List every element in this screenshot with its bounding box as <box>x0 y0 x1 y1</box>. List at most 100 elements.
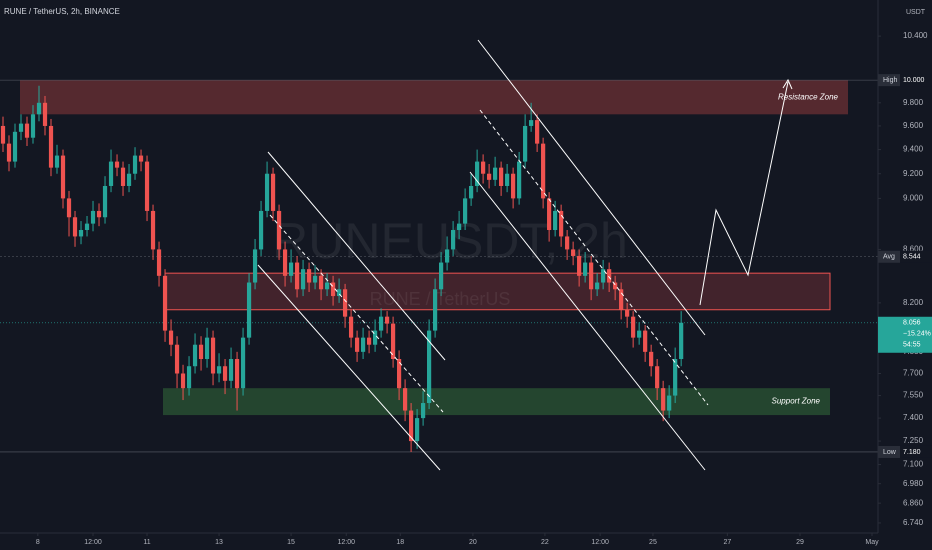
watermark-sub: RUNE / TetherUS <box>370 289 511 309</box>
candle-body <box>667 395 672 411</box>
zone <box>163 388 830 416</box>
chart-title: RUNE / TetherUS, 2h, BINANCE <box>4 7 120 16</box>
zone <box>164 272 831 311</box>
candle-body <box>649 351 654 367</box>
candle-body <box>120 167 126 186</box>
x-tick-label: 27 <box>723 539 731 546</box>
y-tick-label: 7.100 <box>903 460 924 469</box>
candle-body <box>408 410 414 442</box>
x-tick-label: 15 <box>287 539 295 546</box>
candle-body <box>258 210 264 250</box>
candle-body <box>186 366 192 389</box>
x-tick-label: 11 <box>143 539 150 546</box>
candle-body <box>547 198 552 231</box>
y-tick-label: 9.400 <box>903 145 924 154</box>
candle-body <box>300 269 306 290</box>
candle-body <box>90 210 96 224</box>
candle-body <box>192 344 198 367</box>
level-name-box <box>878 74 900 87</box>
levels <box>0 79 878 453</box>
candle-body <box>517 161 522 199</box>
candle-body <box>318 275 324 290</box>
channel-mid <box>479 109 709 406</box>
candle-body <box>619 289 624 310</box>
candle-body <box>168 330 174 345</box>
candle-body <box>499 167 504 186</box>
zones: Resistance Zone Support Zone <box>20 80 848 416</box>
x-tick-label: 13 <box>215 539 223 546</box>
y-tick-label: 8.200 <box>903 298 924 307</box>
candle-body <box>577 255 582 276</box>
candle-body <box>60 155 66 199</box>
y-tick-label: 10.400 <box>903 31 928 40</box>
candle-body <box>469 185 474 199</box>
candle-body <box>420 403 426 419</box>
level-value: 7.180 <box>903 449 921 456</box>
candle-body <box>336 289 342 297</box>
candle-body <box>493 167 498 180</box>
candle-body <box>553 210 558 231</box>
channel-mid <box>269 214 444 413</box>
candle-body <box>366 337 372 345</box>
candle-body <box>288 262 294 276</box>
x-tick-label: 22 <box>541 539 549 546</box>
y-tick-label: 7.250 <box>903 436 924 445</box>
level-name-box <box>878 445 900 458</box>
axes: 10.400 9.800 9.600 9.400 9.200 9.000 8.600 8.20… <box>36 31 932 546</box>
y-tick-label: 7.700 <box>903 369 924 378</box>
candle-body <box>270 173 276 211</box>
candle-body <box>631 316 636 338</box>
candle-body <box>0 125 6 144</box>
candle-body <box>402 388 408 411</box>
candle-body <box>276 210 282 250</box>
candle-body <box>174 344 180 374</box>
channel-line <box>257 264 441 471</box>
level-value: 10.000 <box>903 77 925 84</box>
y-tick-label: 6.860 <box>903 498 924 507</box>
candle-body <box>481 161 486 174</box>
candle-body <box>451 230 456 250</box>
last-change: −15.24% <box>903 331 931 338</box>
candle-body <box>96 210 102 218</box>
y-tick-label: 9.800 <box>903 98 924 107</box>
candle-body <box>132 155 138 174</box>
candle-body <box>30 114 36 138</box>
candle-body <box>625 309 630 317</box>
candle-body <box>523 125 528 162</box>
candle-body <box>463 198 468 224</box>
candle-body <box>54 155 60 168</box>
channel-line <box>267 151 446 361</box>
candle-body <box>390 323 396 360</box>
y-tick-label: 8.600 <box>903 245 924 254</box>
candle-body <box>439 262 444 290</box>
candle-body <box>84 223 90 231</box>
candle-body <box>565 236 570 250</box>
candle-body <box>48 125 54 168</box>
candle-body <box>324 282 330 290</box>
level-value: 8.544 <box>903 254 921 261</box>
candle-body <box>246 282 252 338</box>
candle-body <box>210 337 216 374</box>
candle-body <box>348 316 354 338</box>
y-tick-label: 7.400 <box>903 413 924 422</box>
candle-body <box>234 359 240 389</box>
x-tick-label: 12:00 <box>338 539 356 546</box>
candle-body <box>426 330 432 404</box>
candle-body <box>571 249 576 256</box>
zone <box>20 80 848 115</box>
candle-body <box>198 344 204 360</box>
candle-body <box>432 289 438 331</box>
candle-body <box>12 131 18 162</box>
candle-body <box>156 249 162 276</box>
level-name: High <box>883 77 898 84</box>
candle-body <box>505 173 510 186</box>
candle-body <box>42 102 48 126</box>
candle-body <box>162 275 168 331</box>
watermark: RUNEUSDT, 2h <box>272 213 628 269</box>
candle-body <box>138 155 144 162</box>
candle-body <box>102 185 108 218</box>
candle-body <box>637 330 642 338</box>
candles <box>0 85 684 452</box>
candle-body <box>282 249 288 276</box>
